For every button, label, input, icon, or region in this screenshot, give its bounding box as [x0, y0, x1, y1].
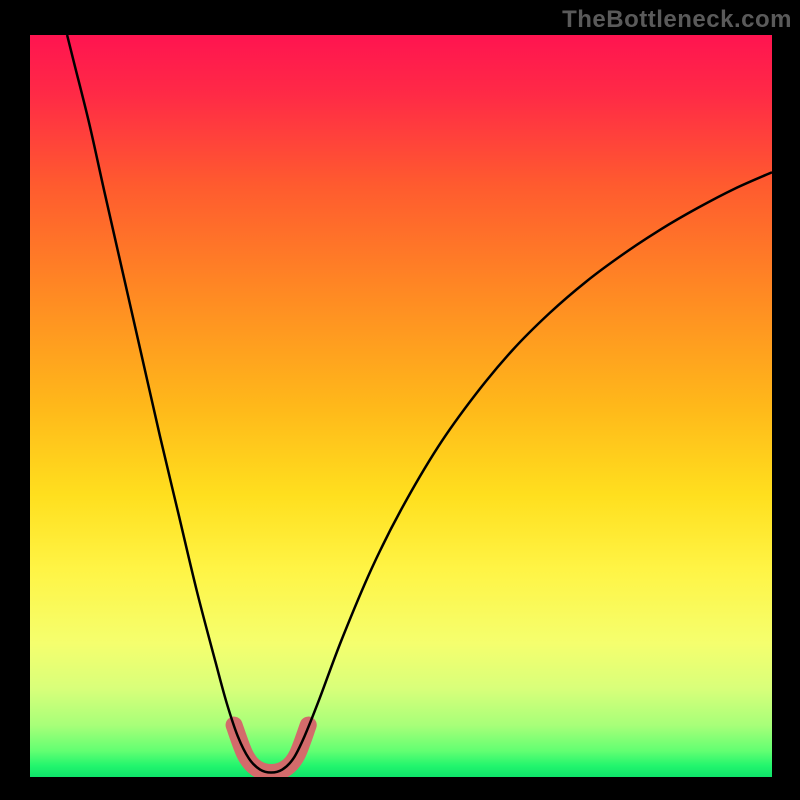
figure-root: TheBottleneck.com: [0, 0, 800, 800]
watermark-text: TheBottleneck.com: [562, 6, 792, 34]
gradient-background: [30, 35, 772, 777]
chart-svg: [30, 35, 772, 777]
plot-area: [30, 35, 772, 777]
